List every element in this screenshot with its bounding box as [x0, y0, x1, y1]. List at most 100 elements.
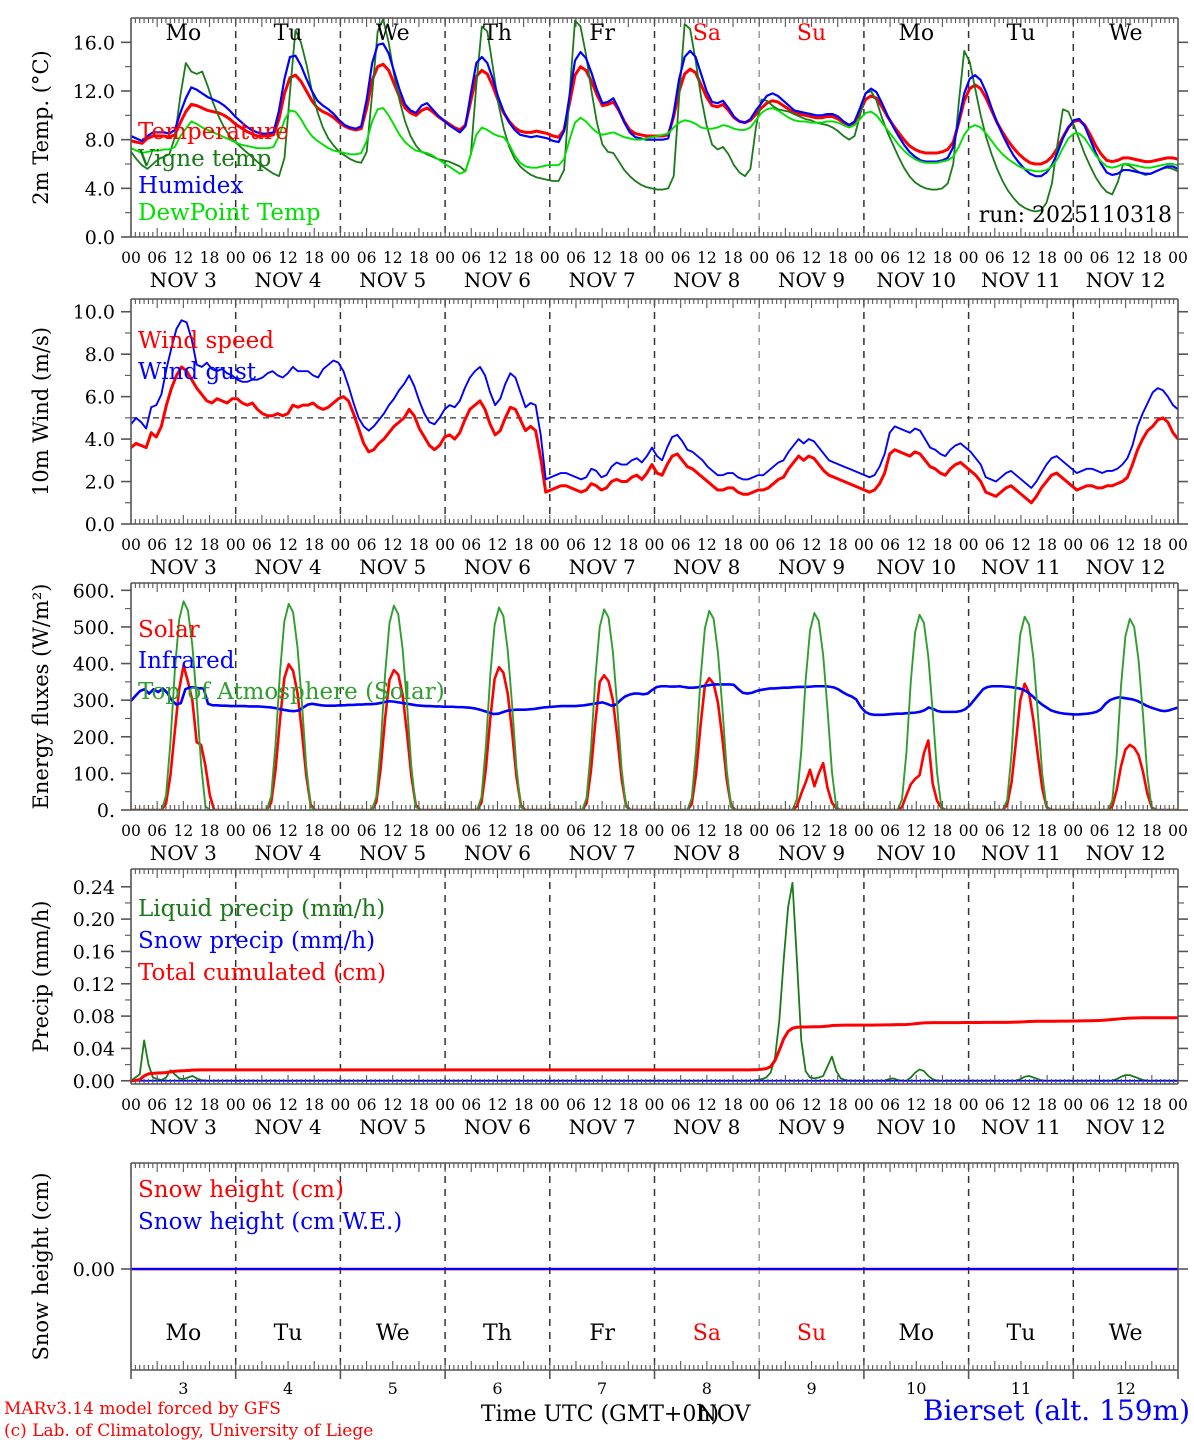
hour-label: 18	[514, 536, 534, 554]
hour-label: 06	[671, 1096, 691, 1114]
y-tick-label: 4.0	[85, 429, 115, 451]
hour-label: 00	[121, 249, 141, 267]
hour-label: 12	[1116, 249, 1136, 267]
legend-label-snow-height-cm: Snow height (cm)	[138, 1177, 344, 1203]
weekday-label: Sa	[693, 21, 721, 46]
date-label: NOV 12	[1086, 1115, 1166, 1139]
hour-label: 12	[697, 536, 717, 554]
panel-wind: 0.0 2.0 4.0 6.0 8.0 10.0 10m Wind (m/s)	[29, 298, 1188, 536]
hour-label: 00	[121, 822, 141, 840]
hour-label: 06	[1090, 249, 1110, 267]
hour-label: 06	[1090, 822, 1110, 840]
time-axis-row-4: 00 06 12 18 00 06 12 18 00 06 12 18 00 06 12 18 00 06 12 18…	[121, 1096, 1188, 1139]
hour-label: 12	[802, 536, 822, 554]
series-dewpoint-temp	[131, 107, 1178, 175]
hour-label: 18	[409, 536, 429, 554]
hour-label: 12	[488, 536, 508, 554]
weekday-label: Th	[483, 21, 512, 46]
hour-label: 18	[933, 536, 953, 554]
hour-label: 18	[514, 249, 534, 267]
hour-label: 12	[906, 822, 926, 840]
date-label: NOV 4	[255, 555, 322, 579]
hour-label: 00	[435, 822, 455, 840]
date-label: NOV 7	[569, 1115, 636, 1139]
hour-label: 06	[776, 1096, 796, 1114]
date-label: NOV 8	[673, 268, 740, 292]
y-tick-label: 0.24	[73, 877, 115, 899]
hour-label: 12	[278, 1096, 298, 1114]
hour-label: 12	[697, 249, 717, 267]
date-label: NOV 5	[359, 841, 426, 865]
hour-label: 12	[383, 536, 403, 554]
hour-label: 12	[383, 249, 403, 267]
weekday-label: We	[1109, 21, 1143, 46]
legend-label-vigne-temp: Vigne temp	[137, 146, 271, 172]
hour-label: 00	[226, 1096, 246, 1114]
hour-label: 06	[461, 822, 481, 840]
hour-label: 06	[252, 249, 272, 267]
hour-label: 12	[592, 1096, 612, 1114]
hour-label: 18	[723, 822, 743, 840]
hour-label: 06	[566, 536, 586, 554]
y-axis-title: Energy fluxes (W/m²)	[29, 584, 53, 810]
hour-label: 18	[828, 249, 848, 267]
weekday-label: Sa	[693, 1321, 721, 1346]
hour-label: 18	[1142, 536, 1162, 554]
hour-label: 00	[1063, 249, 1083, 267]
hour-label: 06	[147, 822, 167, 840]
hour-label: 18	[514, 1096, 534, 1114]
y-tick-label: 0.0	[85, 227, 115, 249]
hour-label: 12	[383, 1096, 403, 1114]
hour-label: 18	[409, 1096, 429, 1114]
hour-label: 18	[1037, 249, 1057, 267]
x-axis-month: NOV	[698, 1402, 752, 1427]
hour-label: 00	[540, 1096, 560, 1114]
y-tick-label: 16.0	[73, 32, 115, 54]
hour-label: 06	[566, 1096, 586, 1114]
hour-label: 06	[880, 1096, 900, 1114]
time-axis-row-3: 00 06 12 18 00 06 12 18 00 06 12 18 00 06 12 18 00 06 12 18…	[121, 822, 1188, 865]
hour-label: 18	[1142, 822, 1162, 840]
hour-label: 18	[200, 249, 220, 267]
weekday-label: Tu	[1007, 21, 1036, 46]
hour-label: 00	[1063, 1096, 1083, 1114]
date-label: NOV 6	[464, 841, 531, 865]
hour-label: 12	[173, 1096, 193, 1114]
footer-lab-credit: (c) Lab. of Climatology, University of L…	[4, 1421, 373, 1440]
weekday-label: We	[376, 1321, 410, 1346]
date-label: NOV 5	[359, 268, 426, 292]
legend-label-liquid-precip-mm-h: Liquid precip (mm/h)	[138, 896, 385, 922]
hour-label: 06	[671, 249, 691, 267]
hour-label: 00	[331, 822, 351, 840]
legend-label-snow-height-cm-w-e: Snow height (cm W.E.)	[138, 1209, 402, 1235]
hour-label: 00	[749, 249, 769, 267]
hour-label: 12	[1011, 1096, 1031, 1114]
date-label: NOV 12	[1086, 268, 1166, 292]
day-number-label: 3	[178, 1379, 188, 1398]
hour-label: 18	[514, 822, 534, 840]
hour-label: 06	[671, 536, 691, 554]
hour-label: 00	[854, 249, 874, 267]
legend-label-infrared: Infrared	[138, 648, 235, 674]
hour-label: 00	[959, 249, 979, 267]
hour-label: 18	[200, 536, 220, 554]
legend-label-humidex: Humidex	[138, 173, 243, 199]
hour-label: 06	[357, 822, 377, 840]
hour-label: 06	[357, 249, 377, 267]
y-tick-label: 8.0	[85, 344, 115, 366]
day-number-label: 9	[806, 1379, 816, 1398]
hour-label: 00	[959, 1096, 979, 1114]
station-label: Bierset (alt. 159m)	[923, 1394, 1190, 1427]
hour-label: 06	[147, 249, 167, 267]
hour-label: 00	[1168, 536, 1188, 554]
hour-label: 00	[645, 1096, 665, 1114]
y-axis-title: Snow height (cm)	[29, 1172, 53, 1360]
date-label: NOV 10	[876, 1115, 956, 1139]
hour-label: 00	[645, 822, 665, 840]
y-tick-label: 2.0	[85, 472, 115, 494]
hour-label: 06	[357, 1096, 377, 1114]
hour-label: 12	[697, 822, 717, 840]
weekday-label: Mo	[898, 21, 934, 46]
series-total-cumulated-cm	[131, 1016, 1178, 1083]
weekday-label: Fr	[589, 1321, 615, 1346]
